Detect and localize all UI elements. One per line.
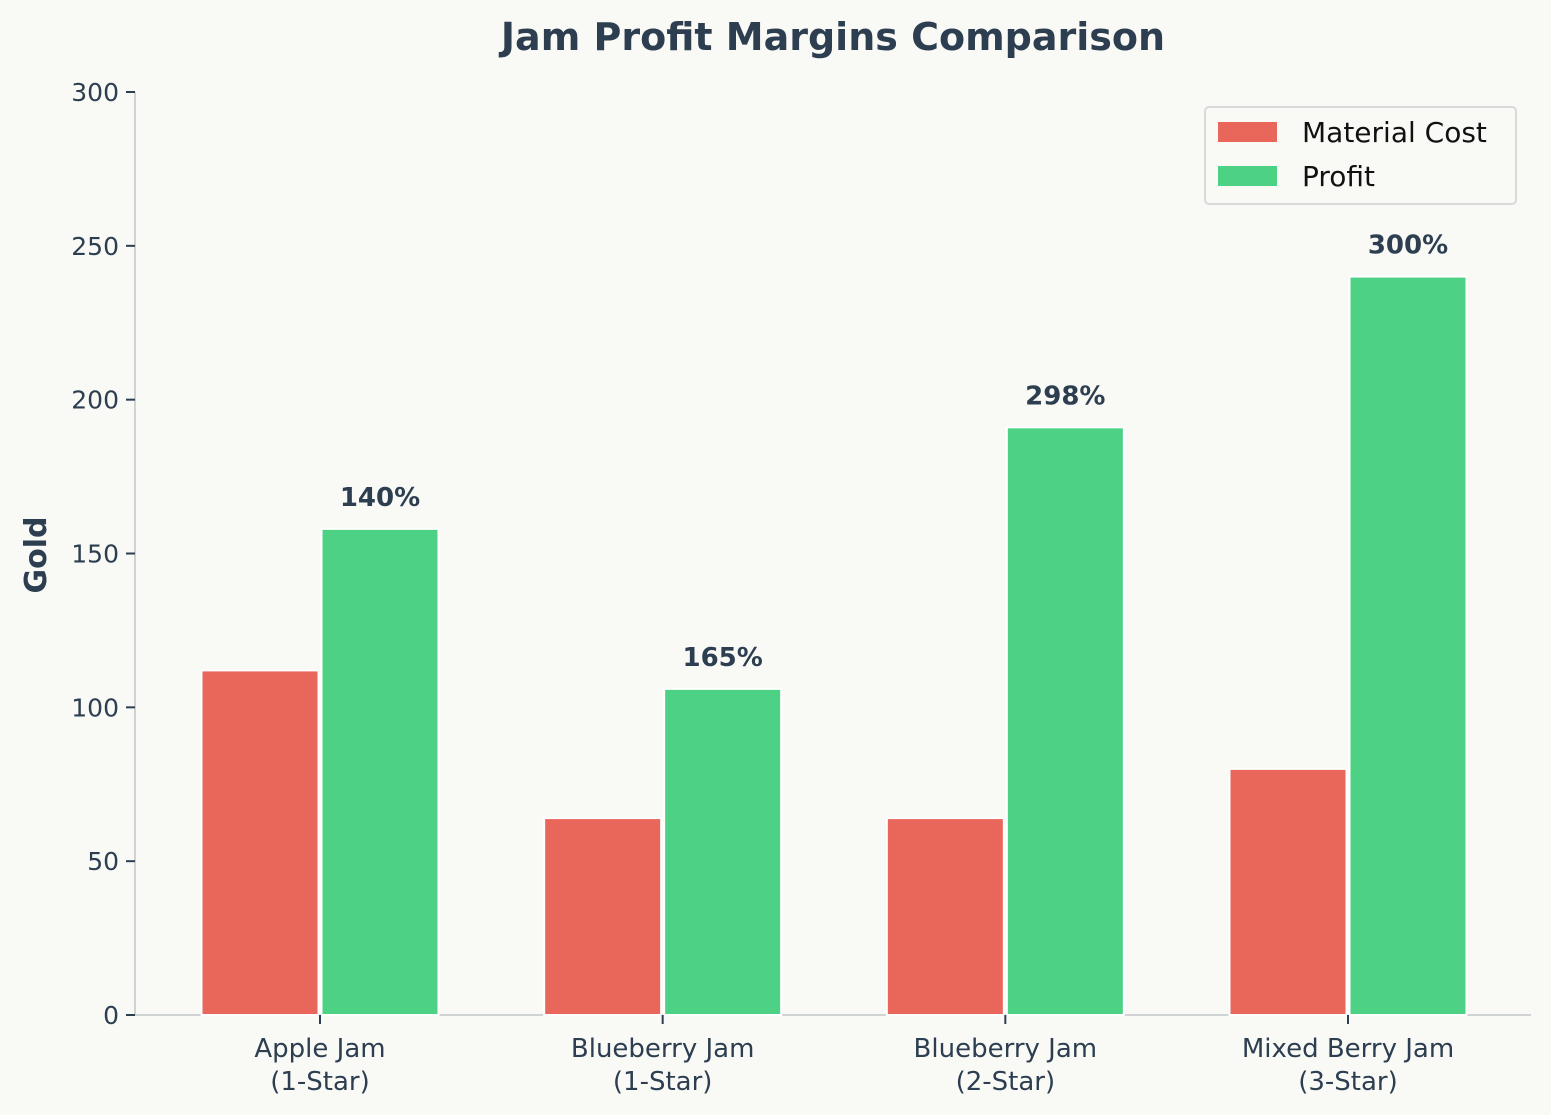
legend-label-material-cost: Material Cost [1302, 116, 1487, 149]
y-tick-label: 50 [87, 847, 119, 876]
x-tick-label: Blueberry Jam [914, 1034, 1098, 1064]
x-tick-label: (1-Star) [270, 1067, 370, 1097]
y-axis-label: Gold [19, 517, 54, 594]
bar-material-cost [200, 669, 320, 1016]
data-label-margin: 298% [1025, 381, 1105, 411]
bar-material-cost [543, 817, 663, 1016]
y-tick-label: 150 [71, 540, 119, 569]
legend-frame [1204, 106, 1517, 205]
bar-profit [320, 527, 440, 1016]
legend: Material Cost Profit [1204, 106, 1517, 205]
y-tick-label: 300 [71, 78, 119, 107]
y-tick-label: 0 [103, 1001, 119, 1030]
x-tick-label: (2-Star) [956, 1067, 1056, 1097]
x-tick-label: Mixed Berry Jam [1242, 1034, 1454, 1064]
x-tick-label: Apple Jam [254, 1034, 385, 1064]
y-tick-label: 100 [71, 693, 119, 722]
y-tick-label: 200 [71, 386, 119, 415]
bar-material-cost [1228, 767, 1348, 1016]
bar-profit [1348, 275, 1468, 1017]
legend-swatch-material-cost [1218, 122, 1277, 142]
legend-swatch-profit [1218, 166, 1277, 186]
x-tick-label: (3-Star) [1298, 1067, 1398, 1097]
x-tick-label: (1-Star) [613, 1067, 713, 1097]
bar-profit [1005, 426, 1125, 1016]
data-label-margin: 300% [1368, 231, 1448, 261]
data-label-margin: 140% [340, 483, 420, 513]
legend-label-profit: Profit [1302, 160, 1375, 193]
y-tick-label: 250 [71, 232, 119, 261]
bar-profit [663, 687, 783, 1017]
x-tick-label: Blueberry Jam [571, 1034, 755, 1064]
chart-title: Jam Profit Margins Comparison [498, 15, 1165, 59]
data-label-margin: 165% [683, 643, 763, 673]
bar-material-cost [885, 817, 1005, 1016]
